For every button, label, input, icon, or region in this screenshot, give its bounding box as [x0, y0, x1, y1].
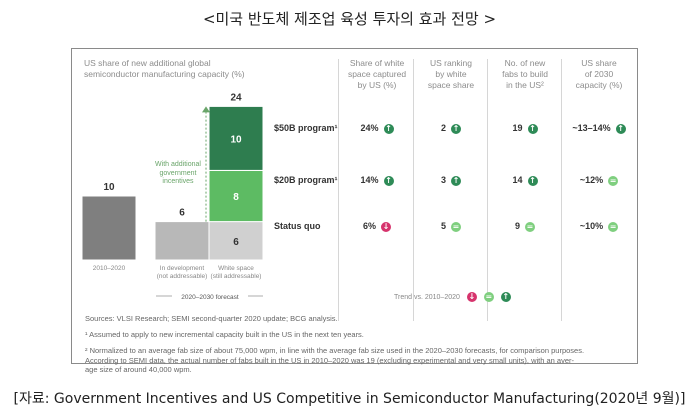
trend-down-icon: ↓	[466, 292, 477, 302]
table-cell: 3 ↑	[416, 175, 486, 186]
incentive-arrow-head	[202, 106, 210, 113]
table-cell-value: 19	[512, 123, 523, 133]
trend-flat-icon: =	[608, 175, 619, 186]
table-cell: 2 ↑	[416, 123, 486, 134]
footnote-line: age size of around 40,000 wpm.	[85, 365, 192, 374]
row-label-status-quo: Status quo	[274, 221, 321, 231]
trend-up-icon: ↑	[527, 123, 538, 134]
table-cell: 19 ↑	[490, 123, 560, 134]
annotation-line: incentives	[162, 178, 194, 185]
table-cell: 24% ↑	[342, 123, 412, 134]
category-label: (not addressable)	[157, 273, 208, 280]
trend-up-icon: ↑	[527, 175, 538, 186]
incentives-annotation: With additional government incentives	[144, 161, 212, 187]
trend-legend-label: Trend vs. 2010–2020	[394, 293, 460, 301]
table-cell: 6% ↓	[342, 221, 412, 232]
column-header-line: US ranking	[429, 58, 473, 68]
column-divider	[487, 59, 488, 321]
trend-up-icon: ↑	[383, 123, 394, 134]
table-cell: 5 =	[416, 221, 486, 232]
trend-up-icon: ↑	[383, 175, 394, 186]
table-cell: 14% ↑	[342, 175, 412, 186]
table-cell-value: ~10%	[579, 221, 604, 231]
table-cell-value: ~12%	[579, 175, 604, 185]
column-header-line: by US (%)	[357, 80, 397, 90]
bar-segment-label: 8	[233, 192, 239, 203]
table-cell-value: 6%	[362, 221, 376, 231]
bar-total-label: 6	[179, 208, 185, 219]
table-cell-value: 9	[514, 221, 520, 231]
footnote-sources: Sources: VLSI Research; SEMI second-quar…	[85, 314, 338, 323]
bar-total-label: 24	[230, 92, 242, 103]
table-cell-value: 2	[440, 123, 446, 133]
trend-down-icon: ↓	[381, 221, 391, 232]
column-header-line: No. of new	[504, 58, 546, 68]
table-cell: 9 =	[490, 221, 560, 232]
column-header-white-space-share: Share of white space captured by US (%)	[342, 58, 412, 91]
column-header-line: Share of white	[349, 58, 405, 68]
annotation-line: government	[159, 169, 197, 177]
bar-segment	[81, 195, 137, 261]
bar-segment	[208, 105, 264, 171]
trend-flat-icon: =	[483, 292, 494, 302]
table-cell-value: 5	[440, 221, 446, 231]
page-title: <미국 반도체 제조업 육성 투자의 효과 전망 >	[202, 10, 497, 28]
chart-header-line: semiconductor manufacturing capacity (%)	[84, 69, 245, 79]
footnote-line: ² Normalized to an average fab size of a…	[85, 346, 585, 355]
column-header-line: space share	[427, 80, 475, 90]
trend-flat-icon: =	[525, 221, 535, 232]
row-label-50b: $50B program¹	[274, 123, 338, 133]
bar-segment	[154, 221, 210, 261]
table-cell-value: 3	[440, 175, 446, 185]
column-header-new-fabs: No. of new fabs to build in the US²	[490, 58, 560, 91]
row-label-20b: $20B program¹	[274, 175, 338, 185]
column-header-line: space captured	[347, 69, 407, 79]
column-header-2030-share: US share of 2030 capacity (%)	[564, 58, 634, 91]
table-cell: ~12% =	[564, 175, 634, 186]
column-divider	[413, 59, 414, 321]
trend-legend: Trend vs. 2010–2020 ↓ = ↑	[394, 292, 511, 302]
column-header-line: of 2030	[584, 69, 614, 79]
chart-header-line: US share of new additional global	[84, 58, 211, 68]
column-divider	[338, 59, 339, 321]
table-cell-value: 14%	[360, 175, 379, 185]
table-cell: ~10% =	[564, 221, 634, 232]
trend-flat-icon: =	[608, 221, 619, 232]
bar-segment	[208, 221, 264, 261]
category-label: White space	[218, 265, 254, 272]
infographic-frame: US share of new additional global semico…	[71, 48, 638, 374]
category-label: In development	[160, 265, 205, 272]
bar-chart: 10 2010–2020 6 In development(not addressab…	[81, 92, 264, 301]
bar-total-label: 10	[103, 182, 115, 193]
table-cell-value: ~13–14%	[572, 123, 611, 133]
source-caption: [자료: Government Incentives and US Compet…	[13, 391, 686, 407]
footnote-line: According to SEMI data, the actual numbe…	[85, 355, 575, 365]
column-header-line: in the US²	[506, 80, 544, 90]
column-divider	[561, 59, 562, 321]
column-header-line: fabs to build	[502, 69, 548, 79]
annotation-line: With additional	[155, 161, 201, 168]
chart-header: US share of new additional global semico…	[84, 58, 245, 80]
column-header-line: by white	[435, 69, 467, 79]
footnote-1: ¹ Assumed to apply to new incremental ca…	[85, 330, 364, 339]
category-label: 2010–2020	[93, 265, 126, 272]
trend-up-icon: ↑	[451, 123, 461, 134]
footnote-2: ² Normalized to an average fab size of a…	[85, 346, 625, 375]
forecast-label: 2020–2030 forecast	[181, 294, 239, 301]
trend-flat-icon: =	[451, 221, 461, 232]
trend-up-icon: ↑	[615, 123, 626, 134]
trend-up-icon: ↑	[451, 175, 461, 186]
table-cell: 14 ↑	[490, 175, 560, 186]
bar-segment-label: 6	[233, 237, 239, 248]
table-cell-value: 14	[512, 175, 523, 185]
bar-segment-label: 10	[230, 134, 242, 145]
trend-up-icon: ↑	[500, 292, 511, 302]
column-header-line: capacity (%)	[575, 80, 623, 90]
column-header-line: US share	[581, 58, 617, 68]
table-cell: ~13–14% ↑	[564, 123, 634, 134]
column-header-us-ranking: US ranking by white space share	[416, 58, 486, 91]
category-label: (still addressable)	[211, 273, 262, 280]
bar-segment	[208, 169, 264, 223]
table-cell-value: 24%	[360, 123, 379, 133]
